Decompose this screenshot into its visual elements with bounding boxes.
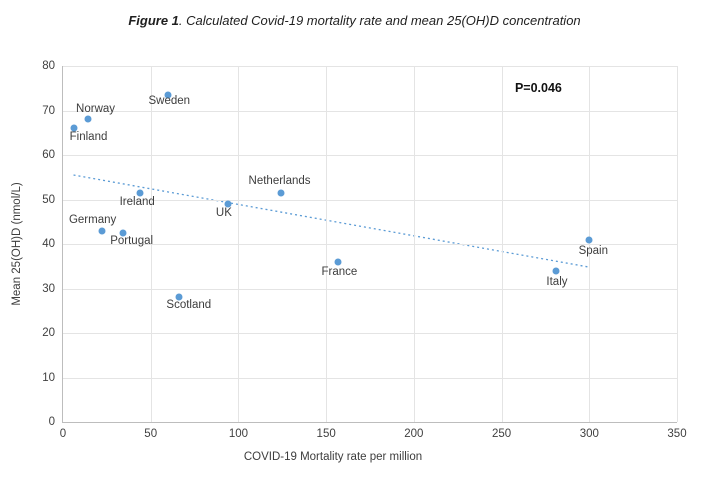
data-point	[119, 229, 127, 237]
data-point	[164, 91, 172, 99]
x-gridline	[677, 66, 678, 422]
data-point	[552, 267, 560, 275]
plot-area: 0 10 20 30 40 50 60 70 80 0 50 100 150 200 250 300 350 No…	[42, 60, 686, 440]
point-label: Sweden	[148, 94, 191, 107]
x-gridline	[150, 66, 152, 422]
y-gridline	[63, 155, 677, 156]
y-tick-label: 40	[42, 238, 55, 250]
data-point	[136, 189, 144, 197]
x-tick-label: 250	[491, 428, 512, 440]
y-axis-title: Mean 25(OH)D (nmol/L)	[11, 182, 23, 306]
data-point	[224, 200, 232, 208]
point-label: Finland	[69, 131, 108, 144]
point-label: Spain	[578, 244, 608, 257]
y-gridline	[63, 199, 677, 201]
point-label: UK	[215, 206, 232, 219]
x-tick-label: 0	[59, 428, 67, 440]
x-tick-label: 150	[316, 428, 336, 440]
point-label: Norway	[76, 103, 116, 116]
y-tick-label: 70	[42, 104, 55, 117]
y-tick-label: 10	[42, 371, 55, 384]
point-label: Scotland	[166, 299, 212, 312]
figure-title: Figure 1. Calculated Covid-19 mortality …	[0, 13, 709, 28]
x-axis-title: COVID-19 Mortality rate per million	[243, 451, 423, 463]
y-tick-label: 80	[42, 60, 55, 72]
data-point	[277, 189, 285, 197]
figure-title-rest: . Calculated Covid-19 mortality rate and…	[178, 13, 581, 28]
point-label: Italy	[546, 275, 568, 288]
point-label: Netherlands	[248, 174, 311, 187]
point-label: Ireland	[119, 195, 155, 208]
y-gridline	[63, 244, 677, 245]
y-gridline	[63, 377, 677, 379]
data-point	[98, 227, 106, 235]
figure-title-prefix: Figure 1	[128, 13, 179, 28]
point-label: Portugal	[110, 234, 154, 247]
data-point	[334, 258, 342, 266]
x-tick-label: 300	[579, 428, 599, 440]
y-tick-label: 20	[42, 327, 55, 339]
point-label: France	[321, 265, 358, 278]
x-tick-label: 200	[404, 428, 424, 440]
y-gridline	[63, 110, 677, 112]
y-tick-label: 60	[42, 149, 55, 161]
y-tick-label: 0	[48, 416, 55, 428]
point-label: Germany	[68, 213, 117, 226]
y-tick-label: 50	[42, 193, 55, 206]
y-gridline	[63, 288, 677, 290]
x-gridline	[326, 66, 328, 422]
y-tick-label: 30	[42, 282, 55, 295]
data-point	[70, 124, 78, 132]
x-gridline	[501, 66, 503, 422]
data-point	[175, 293, 183, 301]
x-tick-label: 350	[667, 428, 687, 440]
data-point	[84, 115, 92, 123]
x-tick-label: 100	[228, 428, 249, 440]
y-gridline	[63, 66, 677, 67]
x-tick-label: 50	[144, 428, 158, 440]
y-gridline	[63, 333, 677, 334]
p-value-annotation: P=0.046	[514, 81, 562, 96]
x-gridline	[413, 66, 415, 422]
x-gridline	[589, 66, 591, 422]
x-gridline	[238, 66, 240, 422]
data-point	[585, 236, 593, 244]
